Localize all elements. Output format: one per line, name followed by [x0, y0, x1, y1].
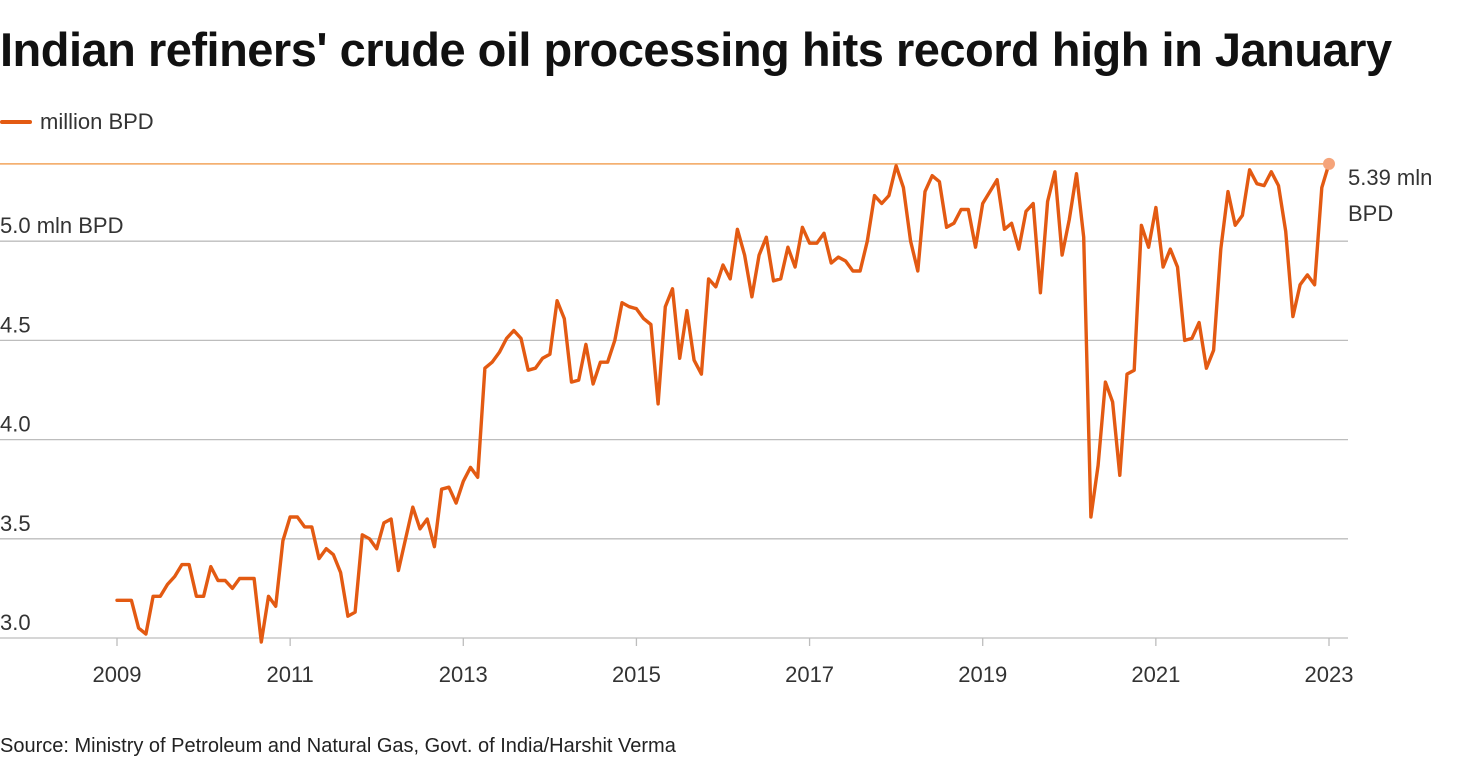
- y-tick-label: 4.5: [0, 312, 31, 337]
- x-tick-label: 2021: [1131, 662, 1180, 687]
- x-tick-label: 2013: [439, 662, 488, 687]
- source-note: Source: Ministry of Petroleum and Natura…: [0, 735, 676, 757]
- max-annotation: 5.39 mln BPD: [1323, 157, 1432, 226]
- y-tick-label: 3.5: [0, 511, 31, 536]
- y-tick-label: 4.0: [0, 412, 31, 437]
- y-tick-label: 5.0 mln BPD: [0, 213, 124, 238]
- y-tick-label: 3.0: [0, 610, 31, 635]
- x-axis-labels: 2009 2011 2013 2015 2017 2019 2021 2023: [93, 638, 1354, 687]
- x-tick-label: 2019: [958, 662, 1007, 687]
- x-tick-label: 2015: [612, 662, 661, 687]
- annotation-label: 5.39 mln: [1348, 165, 1432, 190]
- gridlines: [0, 163, 1348, 639]
- x-tick-label: 2009: [93, 662, 142, 687]
- series-layer: [115, 162, 1331, 644]
- legend: million BPD: [0, 108, 154, 136]
- x-tick-label: 2023: [1305, 662, 1354, 687]
- line-chart: 3.0 3.5 4.0 4.5 5.0 mln BPD 2009 2011 2013 2015…: [0, 157, 1432, 687]
- annotation-label: BPD: [1348, 201, 1393, 226]
- chart-title: Indian refiners' crude oil processing hi…: [0, 23, 1392, 76]
- legend-label: million BPD: [40, 109, 154, 134]
- x-tick-label: 2017: [785, 662, 834, 687]
- x-tick-label: 2011: [266, 662, 313, 687]
- y-axis-labels: 3.0 3.5 4.0 4.5 5.0 mln BPD: [0, 213, 124, 635]
- series-line: [115, 162, 1331, 644]
- max-point-marker: [1323, 157, 1335, 170]
- legend-swatch: [0, 120, 32, 124]
